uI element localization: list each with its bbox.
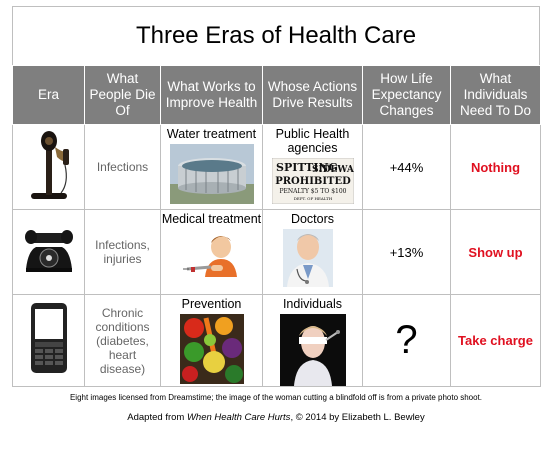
whose-label: Public Health agencies (275, 127, 350, 155)
page-title: Three Eras of Health Care (12, 6, 540, 65)
life-expectancy-change: +44% (362, 124, 451, 210)
table-row: Chronic conditions (diabetes, heart dise… (12, 294, 541, 387)
svg-text:PENALTY $5 TO $100: PENALTY $5 TO $100 (279, 188, 346, 195)
rotary-phone-icon (24, 229, 73, 272)
individual-action: Take charge (450, 294, 541, 387)
die-of-cell: Infections (84, 124, 161, 210)
works-label: Water treatment (166, 127, 257, 141)
era-cell (12, 209, 85, 295)
table-row: Infections, injuries Medical treatment (12, 209, 541, 295)
whose-cell: Doctors (262, 209, 363, 295)
works-cell: Water treatment (160, 124, 263, 210)
header-die-of: What People Die Of (84, 65, 161, 125)
svg-text:SIDEWALKS: SIDEWALKS (312, 165, 354, 175)
child-vaccination-icon (180, 229, 243, 277)
image-license-footnote: Eight images licensed from Dreamstime; t… (69, 393, 483, 402)
svg-text:DEPT. OF HEALTH: DEPT. OF HEALTH (293, 196, 332, 201)
whose-label: Individuals (282, 297, 343, 311)
individual-action: Nothing (450, 124, 541, 210)
die-of-cell: Chronic conditions (diabetes, heart dise… (84, 294, 161, 387)
vegetables-icon (179, 314, 244, 384)
header-era: Era (12, 65, 85, 125)
source-credit: Adapted from When Health Care Hurts, © 2… (127, 412, 425, 423)
smartphone-icon (30, 303, 67, 373)
header-works: What Works to Improve Health (160, 65, 263, 125)
chart-frame: Three Eras of Health Care Era What Peopl… (12, 6, 541, 423)
book-title: When Health Care Hurts (186, 412, 291, 423)
candlestick-phone-icon (30, 130, 69, 199)
life-expectancy-change: ? (362, 294, 451, 387)
works-cell: Prevention (160, 294, 263, 387)
water-treatment-tank-icon (169, 144, 254, 204)
era-cell (12, 294, 85, 387)
header-todo: What Individuals Need To Do (450, 65, 541, 125)
svg-text:PROHIBITED: PROHIBITED (275, 176, 351, 187)
whose-label: Doctors (290, 212, 335, 226)
doctor-icon (283, 229, 333, 287)
eras-table: Era What People Die Of What Works to Imp… (12, 65, 541, 387)
svg-text:ON: ON (323, 162, 330, 167)
works-label: Prevention (181, 297, 242, 311)
individual-action: Show up (450, 209, 541, 295)
whose-cell: Individuals (262, 294, 363, 387)
die-of-cell: Infections, injuries (84, 209, 161, 295)
header-row: Era What People Die Of What Works to Imp… (12, 65, 541, 125)
era-cell (12, 124, 85, 210)
table-row: Infections Water treatment (12, 124, 541, 210)
woman-cutting-blindfold-icon (279, 314, 346, 386)
whose-cell: Public Health agencies SPITTING ON SIDEW… (262, 124, 363, 210)
works-cell: Medical treatment (160, 209, 263, 295)
life-expectancy-change: +13% (362, 209, 451, 295)
spitting-prohibited-sign-icon: SPITTING ON SIDEWALKS PROHIBITED PENALTY… (271, 158, 354, 204)
works-label: Medical treatment (161, 212, 262, 226)
header-change: How Life Expectancy Changes (362, 65, 451, 125)
svg-text:SPITTING: SPITTING (276, 161, 338, 174)
header-whose: Whose Actions Drive Results (262, 65, 363, 125)
